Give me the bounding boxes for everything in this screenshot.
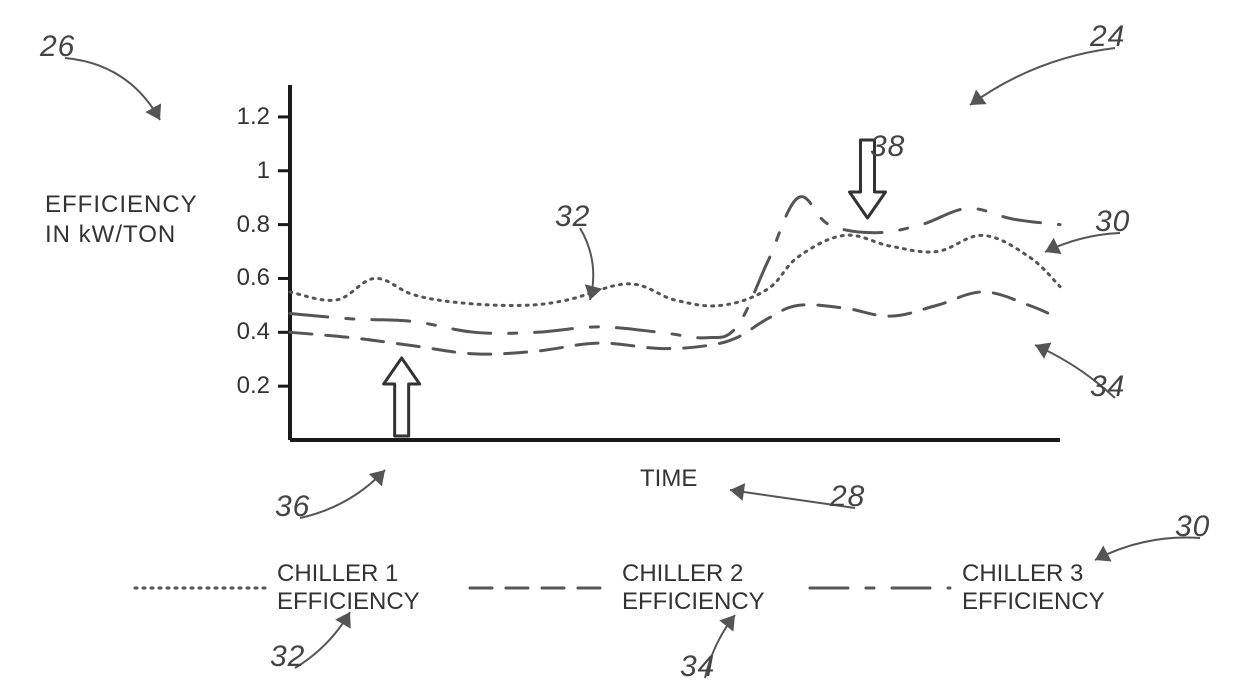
series-30 xyxy=(290,197,1060,338)
callout-32: 32 xyxy=(555,200,590,234)
legend-item-30: CHILLER 3EFFICIENCY xyxy=(962,560,1105,615)
callout-30: 30 xyxy=(1175,510,1210,544)
x-axis-title: TIME xyxy=(640,465,697,493)
y-axis-title: EFFICIENCY IN kW/TON xyxy=(45,190,198,250)
callout-24: 24 xyxy=(1090,20,1125,54)
callout-36: 36 xyxy=(275,490,310,524)
diagram-stage: EFFICIENCY IN kW/TON TIME 0.2 0.4 0.6 0.8 1 1… xyxy=(0,0,1240,693)
y-axis-title-line1: EFFICIENCY xyxy=(45,190,198,220)
y-tick-label: 0.6 xyxy=(210,264,270,292)
y-tick-label: 0.8 xyxy=(210,211,270,239)
callout-32: 32 xyxy=(270,640,305,674)
callout-38: 38 xyxy=(870,130,905,164)
callout-30: 30 xyxy=(1095,205,1130,239)
callout-34: 34 xyxy=(680,650,715,684)
y-tick-label: 0.4 xyxy=(210,318,270,346)
series-32 xyxy=(290,235,1060,306)
series-34 xyxy=(290,292,1060,354)
y-tick-label: 1.2 xyxy=(210,103,270,131)
y-axis-title-line2: IN kW/TON xyxy=(45,220,198,250)
arrow-up-36 xyxy=(384,358,420,436)
legend-item-34: CHILLER 2EFFICIENCY xyxy=(622,560,765,615)
y-tick-label: 0.2 xyxy=(210,372,270,400)
legend-item-32: CHILLER 1EFFICIENCY xyxy=(277,560,420,615)
callout-28: 28 xyxy=(830,480,865,514)
callout-26: 26 xyxy=(40,30,75,64)
callout-34: 34 xyxy=(1090,370,1125,404)
y-tick-label: 1 xyxy=(210,157,270,185)
